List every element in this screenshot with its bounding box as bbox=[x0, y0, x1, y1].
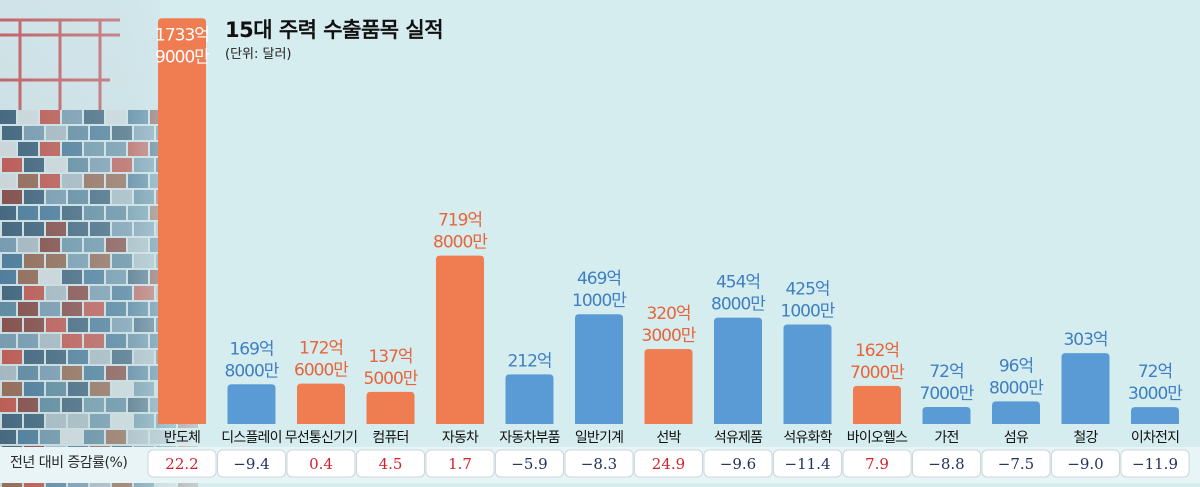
value-label: 5000만 bbox=[364, 369, 419, 389]
category-label: 컴퓨터 bbox=[372, 430, 408, 446]
category-label: 섬유 bbox=[1004, 430, 1029, 446]
growth-rate-box bbox=[842, 449, 912, 478]
growth-rate-value: 1.7 bbox=[448, 455, 472, 473]
bar-7 bbox=[644, 349, 693, 424]
growth-rate-value: −9.6 bbox=[720, 455, 756, 473]
value-label: 7000만 bbox=[920, 384, 975, 404]
value-label: 172억 bbox=[299, 339, 343, 359]
value-label: 8000만 bbox=[711, 295, 766, 315]
category-label: 바이오헬스 bbox=[847, 430, 908, 446]
category-label: 석유제품 bbox=[714, 430, 763, 446]
bar-0 bbox=[158, 18, 206, 425]
bar-10 bbox=[853, 385, 901, 424]
growth-rate-box bbox=[495, 449, 564, 478]
growth-rate-value: 0.4 bbox=[309, 455, 333, 473]
growth-rate-value: −11.4 bbox=[785, 455, 831, 473]
value-label: 7000만 bbox=[850, 363, 905, 383]
growth-rate-value: 4.5 bbox=[379, 455, 403, 473]
value-label: 8000만 bbox=[989, 378, 1044, 398]
value-label: 169억 bbox=[229, 339, 273, 359]
value-label: 1733억 bbox=[155, 25, 209, 45]
value-label: 3000만 bbox=[1128, 384, 1183, 404]
value-label: 3000만 bbox=[642, 326, 697, 346]
value-label: 8000만 bbox=[225, 361, 280, 381]
bar-5 bbox=[505, 374, 554, 424]
growth-rate-box bbox=[286, 449, 356, 478]
growth-rate-box bbox=[147, 449, 217, 478]
value-label: 454억 bbox=[716, 273, 760, 293]
unit-note: (단위: 달러) bbox=[225, 47, 292, 62]
value-label: 96억 bbox=[999, 356, 1033, 376]
growth-rate-box bbox=[564, 449, 634, 478]
growth-rate-value: −11.9 bbox=[1132, 455, 1178, 473]
value-label: 719억 bbox=[438, 211, 482, 231]
growth-rate-value: 24.9 bbox=[652, 455, 685, 473]
bar-2 bbox=[297, 383, 345, 424]
growth-rate-value: −9.0 bbox=[1067, 455, 1103, 473]
value-label: 303억 bbox=[1063, 330, 1107, 350]
growth-rate-label: 전년 대비 증감률(%) bbox=[10, 455, 128, 471]
growth-rate-box bbox=[425, 449, 495, 478]
growth-rate-value: −7.5 bbox=[998, 455, 1034, 473]
growth-rate-box bbox=[217, 449, 286, 478]
chart-title: 15대 주력 수출품목 실적 bbox=[225, 18, 444, 42]
value-label: 469억 bbox=[577, 269, 621, 289]
bar-6 bbox=[575, 314, 623, 424]
growth-rate-value: −8.8 bbox=[928, 455, 964, 473]
growth-rate-box bbox=[634, 449, 703, 478]
growth-rate-value: −5.9 bbox=[511, 455, 547, 473]
growth-rate-value: 22.2 bbox=[165, 455, 198, 473]
category-label: 가전 bbox=[934, 430, 958, 446]
category-label: 자동차 bbox=[442, 430, 479, 446]
category-label: 무선통신기기 bbox=[285, 430, 357, 446]
category-label: 자동차부품 bbox=[499, 430, 560, 446]
category-label: 이차전지 bbox=[1131, 430, 1179, 446]
growth-rate-box bbox=[356, 449, 425, 478]
bar-8 bbox=[714, 317, 762, 424]
value-label: 6000만 bbox=[294, 361, 349, 381]
growth-rate-value: −9.4 bbox=[233, 455, 269, 473]
bar-1 bbox=[227, 384, 276, 424]
bar-4 bbox=[436, 255, 484, 424]
growth-rate-box bbox=[773, 449, 842, 478]
growth-rate-box bbox=[1120, 449, 1190, 478]
growth-rate-box bbox=[912, 449, 981, 478]
growth-rate-value: −8.3 bbox=[581, 455, 617, 473]
value-label: 72억 bbox=[929, 362, 963, 382]
category-label: 반도체 bbox=[164, 430, 200, 446]
value-label: 212억 bbox=[507, 351, 551, 371]
bar-13 bbox=[1061, 353, 1110, 424]
growth-rate-box bbox=[1051, 449, 1120, 478]
category-label: 철강 bbox=[1073, 430, 1098, 446]
bar-3 bbox=[366, 391, 415, 424]
value-label: 1000만 bbox=[572, 291, 627, 311]
value-label: 162억 bbox=[855, 341, 899, 361]
bar-12 bbox=[992, 401, 1040, 424]
bar-11 bbox=[922, 406, 971, 424]
value-label: 1000만 bbox=[781, 302, 836, 322]
value-label: 72억 bbox=[1138, 362, 1172, 382]
growth-rate-box bbox=[703, 449, 773, 478]
category-label: 일반기계 bbox=[575, 430, 623, 446]
growth-rate-box bbox=[981, 449, 1051, 478]
category-label: 디스플레이 bbox=[221, 430, 281, 446]
value-label: 137억 bbox=[368, 347, 412, 367]
bar-9 bbox=[783, 324, 832, 424]
value-label: 425억 bbox=[785, 280, 829, 300]
bar-14 bbox=[1131, 407, 1179, 424]
value-label: 8000만 bbox=[433, 233, 488, 253]
value-label: 320억 bbox=[646, 304, 690, 324]
value-label: 9000만 bbox=[155, 47, 210, 67]
category-label: 석유화학 bbox=[783, 430, 832, 446]
growth-rate-value: 7.9 bbox=[865, 455, 889, 473]
category-label: 선박 bbox=[656, 430, 681, 446]
